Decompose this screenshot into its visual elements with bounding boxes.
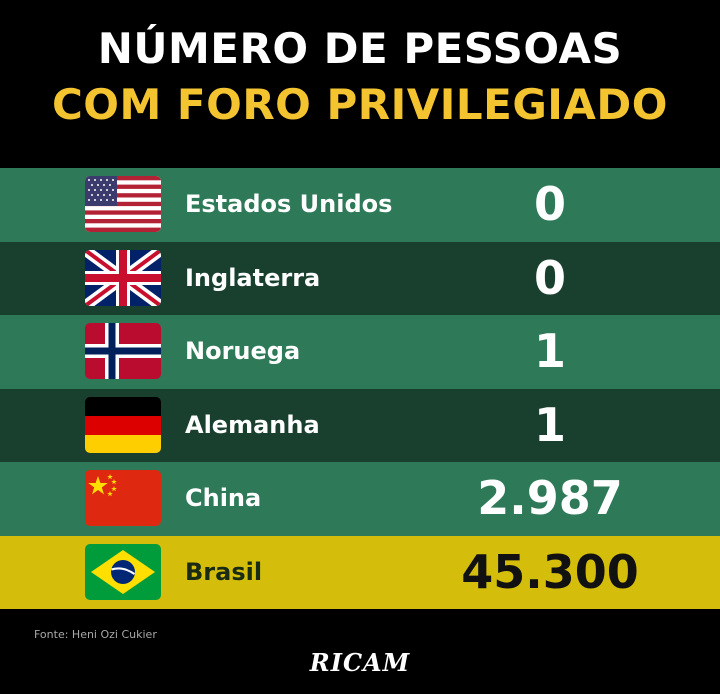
country-label: China (185, 484, 262, 512)
count-value: 45.300 (461, 544, 639, 599)
count-value: 0 (533, 250, 566, 305)
brazil-flag-icon (85, 543, 161, 600)
brand-logo: RICAM (309, 648, 411, 677)
china-flag-icon (85, 470, 161, 526)
title-block: NÚMERO DE PESSOAS COM FORO PRIVILEGIADO (0, 0, 720, 168)
country-label: Alemanha (185, 410, 320, 439)
germany-flag-icon (85, 396, 161, 453)
country-label: Inglaterra (185, 263, 321, 292)
table-row-uk: Inglaterra 0 (0, 241, 720, 315)
count-value: 2.987 (477, 471, 623, 525)
table-row-china: China 2.987 (0, 462, 720, 536)
title-line-2: COM FORO PRIVILEGIADO (51, 80, 668, 129)
table-row-norway: Noruega 1 (0, 315, 720, 389)
table-row-germany: Alemanha 1 (0, 388, 720, 462)
country-table: Estados Unidos 0 Inglaterra 0 (0, 168, 720, 609)
count-value: 0 (533, 177, 566, 231)
count-value: 1 (533, 324, 566, 378)
table-row-brazil: Brasil 45.300 (0, 535, 720, 609)
country-label: Brasil (185, 557, 263, 586)
count-value: 1 (533, 397, 566, 452)
country-label: Noruega (185, 337, 301, 365)
norway-flag-icon (85, 323, 161, 379)
uk-flag-icon (85, 249, 161, 306)
source-credit: Fonte: Heni Ozi Cukier (34, 628, 157, 641)
title-line-1: NÚMERO DE PESSOAS (97, 24, 623, 73)
country-label: Estados Unidos (185, 190, 393, 218)
table-row-usa: Estados Unidos 0 (0, 168, 720, 242)
usa-flag-icon (85, 176, 161, 232)
